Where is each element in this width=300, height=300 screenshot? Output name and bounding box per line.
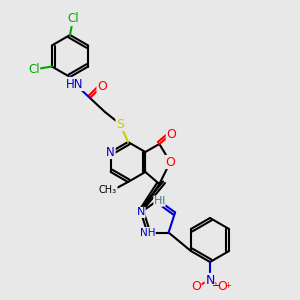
Text: Cl: Cl — [28, 63, 40, 76]
Text: H: H — [154, 196, 162, 206]
Text: HN: HN — [66, 77, 84, 91]
Text: S: S — [116, 118, 124, 130]
Text: N: N — [137, 207, 145, 218]
Text: O: O — [191, 280, 201, 293]
Text: O: O — [165, 155, 175, 169]
Text: O: O — [167, 128, 176, 140]
Text: N: N — [205, 274, 215, 286]
Text: H: H — [157, 196, 165, 206]
Text: O: O — [97, 80, 107, 92]
Text: Cl: Cl — [67, 13, 79, 26]
Text: O: O — [217, 280, 227, 293]
Text: CH₃: CH₃ — [99, 185, 117, 195]
Text: NH: NH — [140, 228, 155, 238]
Text: +: + — [225, 280, 231, 290]
Text: −: − — [212, 281, 220, 291]
Text: N: N — [106, 146, 115, 158]
